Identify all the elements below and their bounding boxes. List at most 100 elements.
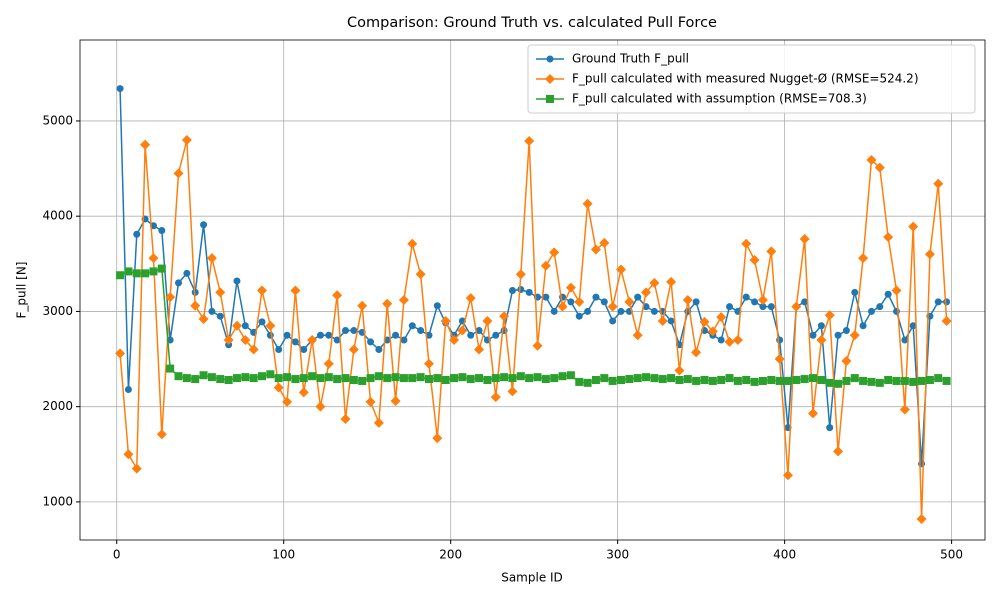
point (466, 375, 475, 384)
x-tick-label: 500 (940, 548, 963, 562)
point (231, 320, 242, 331)
point (900, 376, 909, 385)
point (541, 375, 550, 384)
point (182, 374, 191, 383)
point (133, 230, 141, 238)
point (859, 322, 867, 330)
y-tick-label: 3000 (42, 304, 73, 318)
point (574, 296, 585, 307)
point (258, 372, 267, 381)
point (867, 307, 875, 315)
point (567, 298, 575, 306)
point (842, 376, 851, 385)
y-tick-label: 2000 (42, 399, 73, 413)
point (642, 373, 651, 382)
point (423, 358, 434, 369)
point (367, 338, 375, 346)
point (724, 336, 735, 347)
point (742, 376, 751, 384)
legend-marker (545, 74, 555, 84)
point (599, 237, 610, 248)
point (433, 302, 441, 310)
legend: Ground Truth F_pull F_pull calculated wit… (527, 44, 976, 114)
point (308, 372, 317, 381)
point (408, 322, 416, 330)
x-tick-label: 300 (606, 548, 629, 562)
point (874, 162, 885, 173)
point (742, 293, 750, 301)
point (165, 292, 176, 303)
point (283, 373, 292, 382)
point (166, 364, 175, 373)
point (941, 315, 952, 326)
point (116, 271, 125, 280)
point (682, 295, 693, 305)
point (750, 377, 759, 386)
point (291, 338, 299, 346)
point (533, 373, 542, 382)
point (540, 260, 551, 271)
y-tick-label: 5000 (42, 113, 73, 127)
point (924, 249, 935, 260)
point (875, 378, 884, 387)
point (583, 378, 592, 387)
y-tick-label: 4000 (42, 209, 73, 223)
point (716, 312, 727, 323)
point (333, 336, 341, 344)
point (833, 446, 844, 457)
y-tick-label: 1000 (42, 494, 73, 508)
point (751, 298, 759, 306)
point (741, 238, 752, 249)
point (582, 198, 593, 209)
point (323, 358, 334, 369)
point (123, 449, 134, 460)
point (290, 285, 301, 296)
point (199, 371, 208, 380)
point (257, 285, 268, 296)
point (858, 253, 869, 264)
point (600, 298, 608, 306)
point (316, 331, 324, 339)
point (181, 135, 192, 145)
point (625, 375, 634, 384)
point (492, 331, 500, 339)
point (157, 264, 166, 273)
point (776, 336, 784, 344)
point (575, 312, 583, 320)
point (524, 135, 535, 146)
point (575, 377, 584, 386)
point (925, 376, 934, 384)
point (917, 376, 926, 385)
point (774, 354, 785, 365)
series-line (119, 267, 947, 385)
point (909, 322, 917, 330)
point (767, 376, 776, 384)
point (557, 301, 568, 312)
legend-box (527, 44, 976, 114)
point (191, 375, 200, 384)
point (508, 286, 516, 294)
x-tick-label: 400 (773, 548, 796, 562)
point (390, 395, 401, 406)
point (901, 336, 909, 344)
point (817, 322, 825, 330)
point (173, 168, 184, 179)
point (851, 288, 859, 296)
point (433, 374, 442, 383)
point (717, 376, 726, 384)
series-line (119, 88, 947, 464)
point (759, 303, 767, 311)
point (183, 269, 191, 277)
point (525, 288, 533, 296)
point (542, 293, 550, 301)
point (867, 377, 876, 386)
point (700, 376, 709, 384)
point (600, 374, 609, 383)
point (116, 85, 124, 93)
point (449, 335, 460, 345)
point (408, 374, 417, 383)
point (148, 253, 159, 264)
point (283, 331, 291, 339)
point (249, 374, 258, 383)
point (624, 296, 635, 307)
